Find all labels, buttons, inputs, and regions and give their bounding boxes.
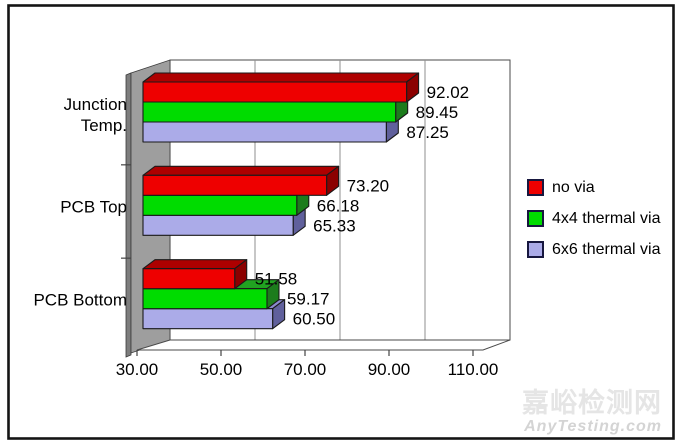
legend-label-6x6-thermal-via: 6x6 thermal via xyxy=(552,241,661,258)
legend-swatch-6x6-thermal-via xyxy=(527,241,544,258)
bar-4x4-thermal-via-pcb-bottom-front-face xyxy=(142,288,268,310)
category-label-junction-temp-line2: Temp. xyxy=(81,116,127,135)
x-tick-label-90: 90.00 xyxy=(368,360,411,379)
value-label-6x6-thermal-via-junction-temp: 87.25 xyxy=(406,123,449,142)
legend-item-6x6-thermal-via: 6x6 thermal via xyxy=(527,240,661,259)
value-label-no-via-junction-temp: 92.02 xyxy=(427,83,470,102)
legend: no via 4x4 thermal via 6x6 thermal via xyxy=(527,178,661,259)
value-label-no-via-pcb-bottom: 51.58 xyxy=(255,270,298,289)
bar-no-via-pcb-bottom-front-face xyxy=(142,268,236,290)
bar-4x4-thermal-via-junction-temp-front-face xyxy=(142,101,397,123)
bar-no-via-pcb-top-top-face xyxy=(142,165,340,176)
bar-no-via-junction-temp xyxy=(142,72,420,103)
bar-no-via-pcb-bottom xyxy=(142,259,248,290)
bar-6x6-thermal-via-junction-temp-front-face xyxy=(142,121,387,143)
legend-label-4x4-thermal-via: 4x4 thermal via xyxy=(552,210,661,227)
category-label-pcb-top: PCB Top xyxy=(60,197,127,216)
bar-no-via-pcb-top-front-face xyxy=(142,174,328,196)
bar-no-via-pcb-top xyxy=(142,165,340,196)
chart-area-border xyxy=(7,4,675,440)
value-label-6x6-thermal-via-pcb-bottom: 60.50 xyxy=(293,310,336,329)
category-label-junction-temp-line1: Junction xyxy=(64,95,127,114)
side-wall-edge xyxy=(125,72,132,358)
floor xyxy=(136,339,511,351)
bar-no-via-junction-temp-top-face xyxy=(142,72,420,83)
bar-6x6-thermal-via-pcb-bottom-front-face xyxy=(142,308,274,330)
value-label-no-via-pcb-top: 73.20 xyxy=(347,176,390,195)
x-tick-label-110: 110.00 xyxy=(448,360,499,379)
x-tick-label-50: 50.00 xyxy=(200,360,243,379)
value-label-6x6-thermal-via-pcb-top: 65.33 xyxy=(313,216,356,235)
bar-6x6-thermal-via-pcb-top-front-face xyxy=(142,214,294,236)
value-label-4x4-thermal-via-junction-temp: 89.45 xyxy=(416,103,459,122)
bar-series xyxy=(142,72,420,330)
value-label-4x4-thermal-via-pcb-top: 66.18 xyxy=(317,196,360,215)
bar-4x4-thermal-via-pcb-top-front-face xyxy=(142,194,298,216)
x-tick-label-70: 70.00 xyxy=(284,360,327,379)
value-label-4x4-thermal-via-pcb-bottom: 59.17 xyxy=(287,290,330,309)
category-label-pcb-bottom: PCB Bottom xyxy=(33,291,127,310)
legend-item-no-via: no via xyxy=(527,178,661,197)
x-axis: 30.00 50.00 70.00 90.00 110.00 xyxy=(116,350,499,379)
bar-no-via-pcb-bottom-top-face xyxy=(142,259,248,270)
bar-no-via-junction-temp-front-face xyxy=(142,81,408,103)
legend-swatch-no-via xyxy=(527,179,544,196)
x-tick-label-30: 30.00 xyxy=(116,360,159,379)
legend-item-4x4-thermal-via: 4x4 thermal via xyxy=(527,209,661,228)
legend-swatch-4x4-thermal-via xyxy=(527,210,544,227)
y-axis-labels: Junction Temp. PCB Top PCB Bottom xyxy=(33,95,131,310)
legend-label-no-via: no via xyxy=(552,179,595,196)
